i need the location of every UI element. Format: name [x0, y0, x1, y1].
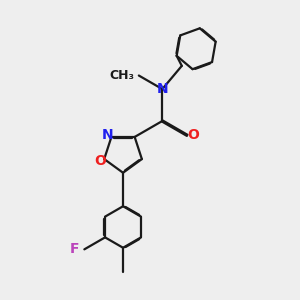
Text: N: N: [102, 128, 113, 142]
Text: O: O: [187, 128, 199, 142]
Text: F: F: [70, 242, 80, 256]
Text: N: N: [157, 82, 168, 96]
Text: O: O: [94, 154, 106, 168]
Text: CH₃: CH₃: [109, 69, 134, 82]
